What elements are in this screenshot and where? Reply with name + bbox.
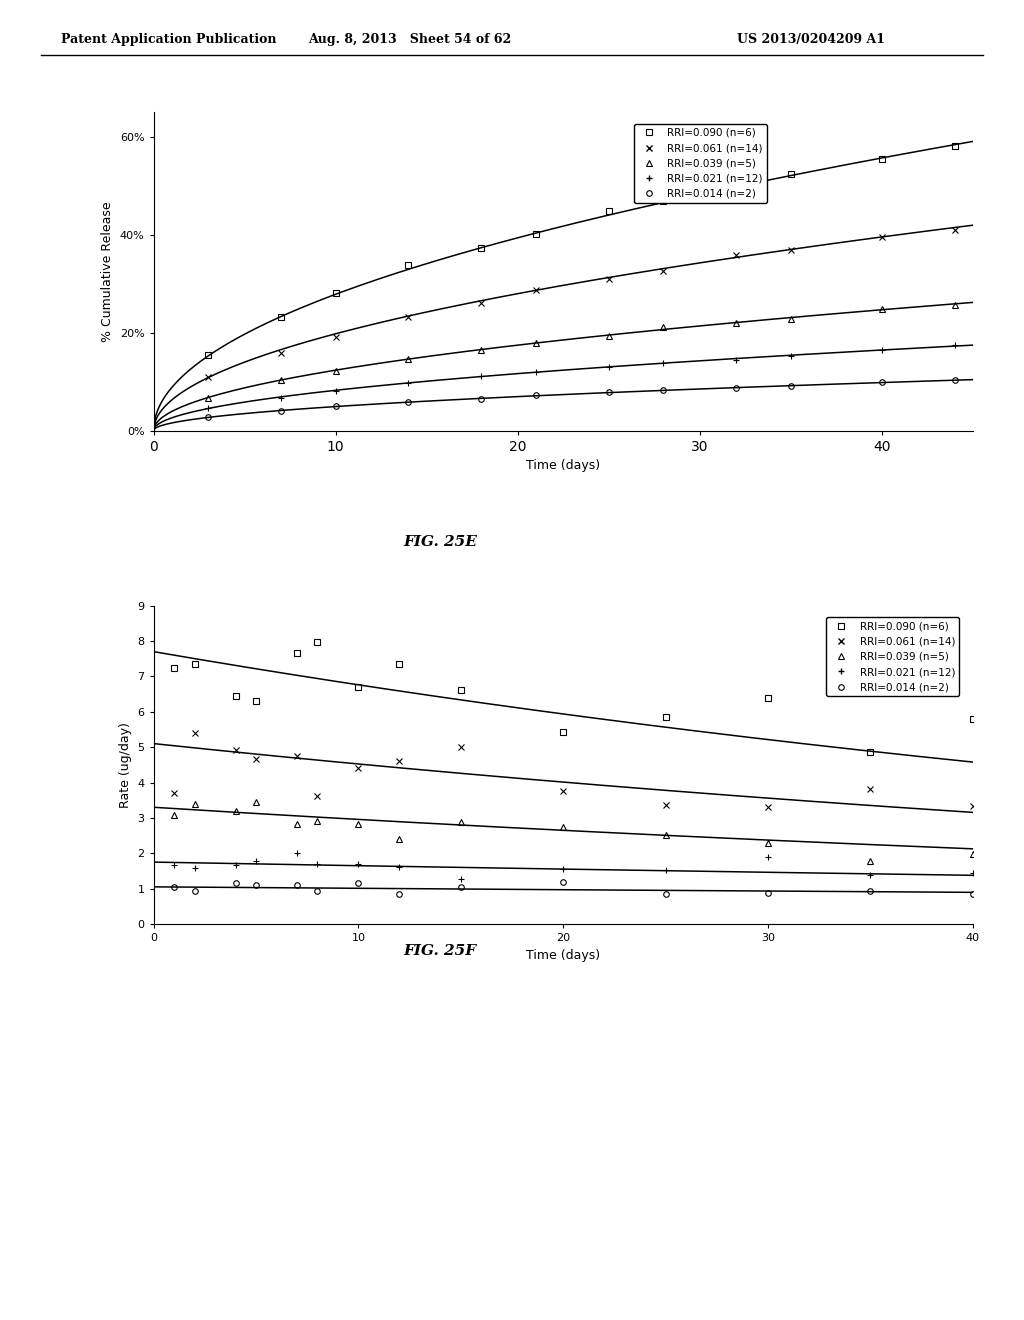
Text: Aug. 8, 2013   Sheet 54 of 62: Aug. 8, 2013 Sheet 54 of 62 (308, 33, 511, 46)
Text: US 2013/0204209 A1: US 2013/0204209 A1 (737, 33, 886, 46)
Y-axis label: Rate (ug/day): Rate (ug/day) (119, 722, 132, 808)
X-axis label: Time (days): Time (days) (526, 459, 600, 473)
Legend: RRI=0.090 (n=6), RRI=0.061 (n=14), RRI=0.039 (n=5), RRI=0.021 (n=12), RRI=0.014 : RRI=0.090 (n=6), RRI=0.061 (n=14), RRI=0… (826, 618, 959, 697)
Legend: RRI=0.090 (n=6), RRI=0.061 (n=14), RRI=0.039 (n=5), RRI=0.021 (n=12), RRI=0.014 : RRI=0.090 (n=6), RRI=0.061 (n=14), RRI=0… (634, 124, 767, 203)
Text: FIG. 25F: FIG. 25F (403, 944, 477, 958)
Y-axis label: % Cumulative Release: % Cumulative Release (101, 201, 115, 342)
Text: FIG. 25E: FIG. 25E (403, 535, 477, 549)
X-axis label: Time (days): Time (days) (526, 949, 600, 961)
Text: Patent Application Publication: Patent Application Publication (61, 33, 276, 46)
